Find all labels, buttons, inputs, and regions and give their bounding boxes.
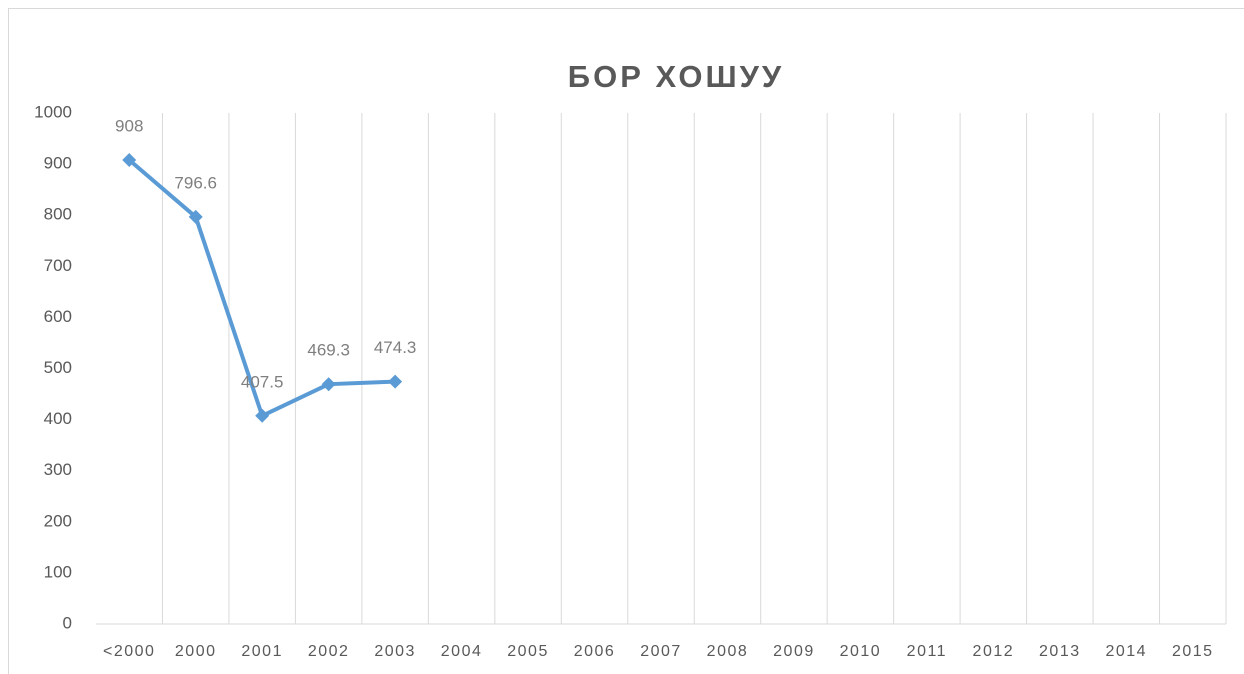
x-tick-label: 2009 <box>773 643 815 660</box>
x-tick-label: 2004 <box>441 643 483 660</box>
x-tick-label: 2015 <box>1172 643 1214 660</box>
y-tick-label: 300 <box>44 460 72 479</box>
data-label: 469.3 <box>307 341 350 360</box>
x-tick-label: 2014 <box>1105 643 1147 660</box>
x-tick-label: 2005 <box>507 643 549 660</box>
point-marker <box>388 374 403 389</box>
chart-frame <box>8 8 1244 674</box>
y-tick-label: 500 <box>44 358 72 377</box>
y-tick-label: 100 <box>44 562 72 581</box>
x-tick-label: 2001 <box>241 643 283 660</box>
x-tick-label: 2010 <box>840 643 882 660</box>
y-tick-label: 400 <box>44 409 72 428</box>
data-label: 407.5 <box>241 372 284 391</box>
point-marker <box>188 209 203 224</box>
x-tick-label: 2012 <box>973 643 1015 660</box>
x-tick-label: 2013 <box>1039 643 1081 660</box>
y-tick-label: 200 <box>44 511 72 530</box>
y-tick-label: 900 <box>44 154 72 173</box>
x-tick-label: 2007 <box>640 643 682 660</box>
y-tick-label: 700 <box>44 256 72 275</box>
x-tick-label: 2011 <box>907 643 947 660</box>
x-tick-label: 2000 <box>175 643 217 660</box>
x-tick-label: 2008 <box>707 643 749 660</box>
point-marker <box>321 377 336 392</box>
x-tick-label: <2000 <box>103 643 155 660</box>
data-label: 474.3 <box>374 338 417 357</box>
x-tick-label: 2002 <box>308 643 350 660</box>
y-tick-label: 0 <box>63 613 72 632</box>
x-tick-label: 2003 <box>374 643 416 660</box>
chart-title: БОР ХОШУУ <box>568 59 784 94</box>
point-marker <box>255 408 270 423</box>
y-tick-label: 600 <box>44 307 72 326</box>
data-label: 908 <box>115 116 143 135</box>
y-tick-label: 800 <box>44 205 72 224</box>
y-tick-label: 1000 <box>34 102 72 121</box>
x-tick-label: 2006 <box>574 643 616 660</box>
data-label: 796.6 <box>174 173 217 192</box>
point-marker <box>122 153 137 168</box>
